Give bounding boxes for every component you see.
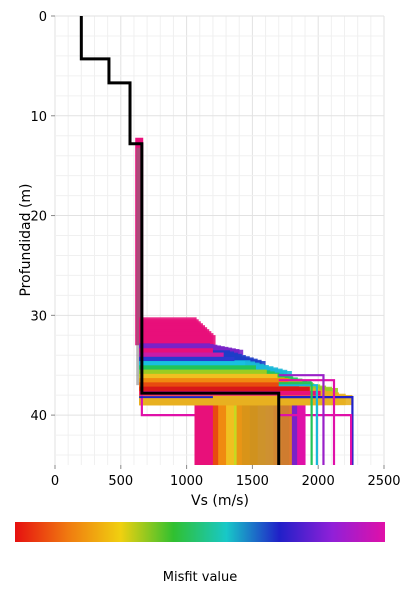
ensemble-mid-stripe: [139, 361, 246, 366]
colorbar: [15, 522, 385, 542]
ensemble-outline-profile: [278, 379, 336, 465]
x-tick-label: 2500: [367, 474, 400, 489]
y-tick-label: 20: [30, 210, 47, 225]
ensemble-halfspace-magenta: [194, 390, 213, 465]
x-axis-title: Vs (m/s): [191, 493, 249, 509]
ensemble-mid-stripe: [139, 348, 213, 354]
ensemble-layer-band: [139, 395, 353, 406]
best-model-line: [79, 16, 281, 465]
ensemble-halfspace-orange: [236, 401, 292, 465]
x-tick-label: 500: [108, 474, 133, 489]
x-tick-label: 2000: [302, 474, 335, 489]
y-axis-title: Profundidad (m): [18, 183, 34, 296]
ensemble-halfspace-band: [293, 397, 298, 465]
ensemble-halfspace-band: [297, 397, 302, 465]
ensemble-outline-profile: [278, 384, 318, 465]
y-tick-label: 30: [30, 309, 47, 324]
ensemble-outline-profile: [140, 395, 195, 417]
ensemble-mid-stripe: [139, 365, 256, 371]
y-tick-label: 0: [39, 10, 47, 25]
ensemble-mid-stripe: [139, 378, 289, 383]
best-model-profile: [79, 16, 281, 465]
ensemble-halfspace-band: [233, 397, 239, 465]
ensemble-mid-stripe: [139, 352, 224, 358]
ensemble-mid-stripe: [139, 386, 310, 392]
ensemble-mid-stripe: [139, 382, 300, 388]
ensemble-halfspace-band: [230, 397, 235, 465]
ensemble-halfspace-band: [301, 397, 306, 465]
ensemble-shallow-core: [136, 147, 142, 386]
axes: 0 500 1000 1500 2000 2500 0 10 20 30 40: [30, 10, 400, 489]
ensemble-mid-stripe: [139, 356, 235, 362]
ensemble-halfspace-band: [226, 397, 231, 465]
x-tick-label: 0: [51, 474, 59, 489]
ensemble-halfspace-band: [222, 397, 227, 465]
ensemble-mid-stripe: [139, 369, 267, 375]
ensemble-outline-profile: [278, 396, 354, 465]
ensemble-outline-profile: [278, 382, 313, 465]
x-tick-label: 1000: [170, 474, 203, 489]
ensemble-mid-stripe: [139, 373, 278, 379]
y-tick-label: 40: [30, 409, 47, 424]
y-tick-label: 10: [30, 110, 47, 125]
ensemble-outline-profile: [278, 374, 325, 465]
ensemble-halfspace-band: [214, 397, 219, 465]
colorbar-label: Misfit value: [163, 570, 238, 585]
ensemble-outline-profile: [278, 414, 353, 465]
ensemble-halfspace-band: [218, 397, 223, 465]
x-tick-label: 1500: [236, 474, 269, 489]
